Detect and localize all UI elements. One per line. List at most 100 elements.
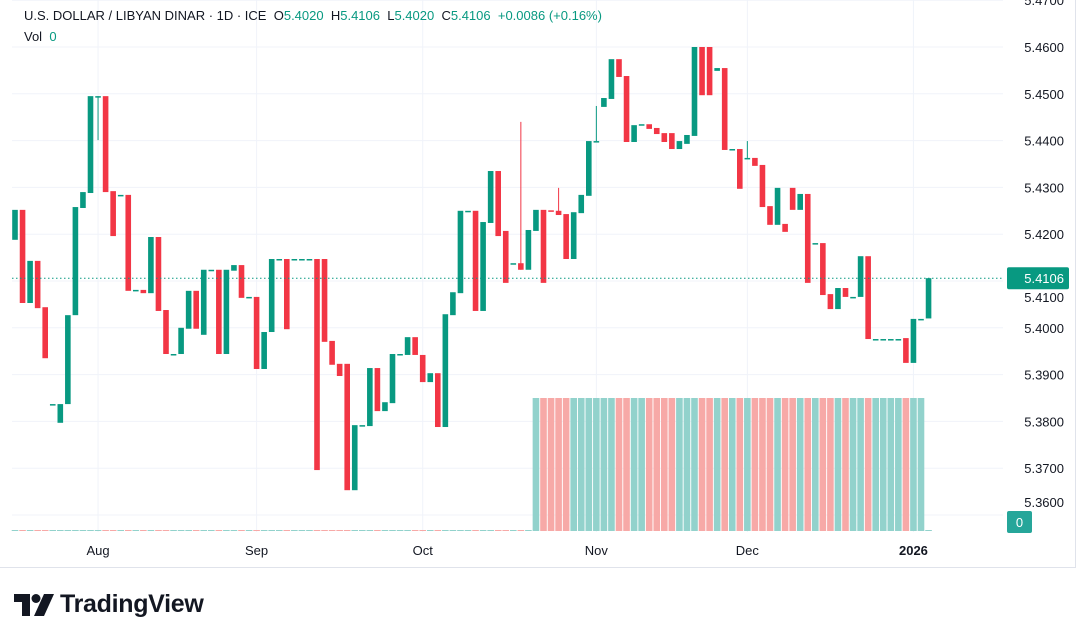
time-tick-label: Sep — [245, 543, 268, 558]
candle — [359, 425, 366, 427]
candle — [850, 296, 856, 299]
candle — [34, 260, 41, 309]
candle — [193, 290, 199, 329]
volume-bar — [570, 398, 577, 531]
volume-bar — [630, 398, 638, 531]
candle — [404, 337, 411, 355]
candle — [110, 191, 116, 237]
candle — [382, 402, 388, 412]
candle — [72, 207, 79, 316]
candle — [646, 124, 652, 129]
volume-bar — [661, 398, 668, 531]
price-tick-label: 5.4200 — [1024, 227, 1064, 242]
candle — [465, 210, 471, 213]
candle — [487, 171, 494, 223]
volume-bar — [87, 530, 94, 531]
candle — [563, 214, 569, 260]
candle — [888, 339, 894, 341]
volume-bar — [49, 530, 57, 531]
low-label: L — [387, 8, 395, 23]
candle — [812, 243, 819, 245]
volume-bar — [185, 530, 192, 531]
volume-bar — [223, 530, 230, 531]
volume-bar — [177, 530, 185, 531]
volume-bar — [268, 530, 275, 531]
time-axis[interactable]: Aug Sep Oct Nov Dec 2026 — [86, 543, 927, 558]
candle — [661, 133, 668, 143]
volume-bar — [170, 530, 177, 531]
candle — [155, 237, 162, 311]
volume-bar — [359, 530, 366, 531]
price-tick-label: 5.3900 — [1024, 368, 1064, 383]
candle — [321, 259, 328, 342]
volume-bar — [124, 530, 132, 531]
volume-bar — [464, 530, 472, 531]
volume-bar — [834, 398, 842, 531]
candle — [925, 278, 932, 319]
candle — [306, 259, 313, 261]
candle — [450, 292, 456, 316]
time-tick-label: Aug — [86, 543, 109, 558]
candle — [865, 256, 871, 340]
volume-bar — [442, 530, 449, 531]
candle — [752, 157, 758, 166]
last-price-label: 5.4106 — [1007, 267, 1069, 290]
candle — [397, 354, 403, 356]
candle — [419, 354, 426, 383]
candle — [163, 310, 169, 355]
volume-bar — [275, 530, 283, 531]
open-label: O — [273, 8, 284, 23]
volume-bar — [887, 398, 895, 531]
volume-label: Vol — [24, 29, 43, 44]
volume-bar — [532, 398, 540, 531]
candle — [200, 269, 207, 335]
volume-bar — [321, 530, 328, 531]
candle — [314, 259, 320, 471]
candle — [804, 193, 811, 283]
candle — [691, 47, 698, 136]
symbol-title[interactable]: U.S. DOLLAR / LIBYAN DINAR · 1D · ICE — [24, 8, 267, 23]
high-label: H — [330, 8, 341, 23]
candle — [12, 209, 18, 240]
candle — [27, 260, 33, 303]
volume-value: 0 — [49, 29, 57, 44]
candle — [684, 134, 690, 144]
candle — [291, 259, 298, 261]
volume-bar — [774, 398, 781, 531]
tradingview-logo[interactable]: TradingView — [14, 590, 204, 619]
volume-bar — [102, 530, 109, 531]
volume-line: Vol 0 — [24, 26, 602, 47]
time-tick-label: Dec — [736, 543, 760, 558]
price-tick-label: 5.4700 — [1024, 0, 1064, 8]
price-axis[interactable]: 5.4700 5.4600 5.4500 5.4400 5.4300 5.4200 5.41… — [1024, 0, 1064, 510]
volume-bar — [404, 530, 411, 531]
volume-bar — [426, 530, 434, 531]
candle — [95, 96, 101, 98]
volume-bar — [744, 398, 751, 531]
volume-bar — [260, 530, 268, 531]
candle — [842, 288, 849, 297]
candle — [676, 141, 683, 150]
volume-bar — [562, 398, 570, 531]
candles — [12, 47, 932, 491]
candle — [246, 296, 252, 299]
volume-bar — [713, 398, 721, 531]
candle — [820, 243, 826, 296]
candle — [729, 149, 736, 151]
candle — [593, 141, 600, 143]
candle — [336, 363, 343, 377]
candle — [49, 404, 56, 406]
candle — [767, 206, 773, 225]
candle — [797, 193, 803, 210]
volume-bar — [804, 398, 812, 531]
volume-bar — [79, 530, 87, 531]
volume-bar — [230, 530, 238, 531]
volume-bar — [34, 530, 41, 531]
volume-bar — [540, 398, 547, 531]
volume-bar — [819, 398, 827, 531]
volume-bar — [381, 530, 389, 531]
open-value: 5.4020 — [283, 8, 324, 23]
volume-bar — [902, 398, 910, 531]
candle — [518, 263, 524, 270]
